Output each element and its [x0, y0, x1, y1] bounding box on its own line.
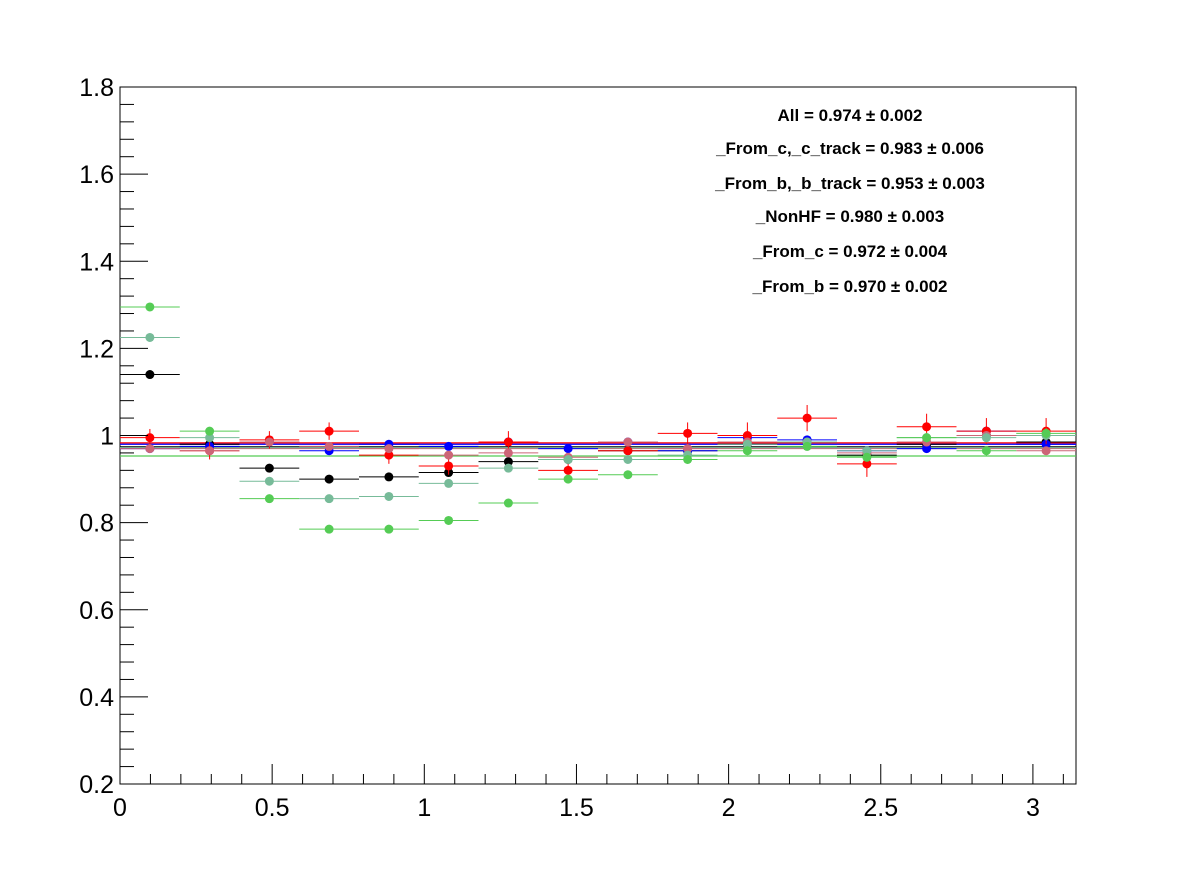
data-point — [205, 433, 215, 443]
tick-labels: 0 0.5 1 1.5 2 2.5 3 0.2 0.4 0.6 0.8 1 1.2 1.4 1.6 1.8 — [79, 74, 1040, 822]
data-point — [324, 426, 334, 436]
data-point — [145, 444, 155, 454]
series-5 — [120, 302, 1076, 534]
data-point — [922, 433, 932, 443]
data-point — [264, 476, 274, 486]
data-point — [503, 498, 513, 508]
data-point — [742, 439, 752, 449]
data-point — [145, 302, 155, 312]
data-point — [623, 446, 633, 456]
data-point — [1041, 446, 1051, 456]
y-tick-label: 1 — [100, 423, 114, 451]
data-point — [205, 426, 215, 436]
x-tick-label: 3 — [1026, 794, 1040, 822]
data-point — [683, 454, 693, 464]
data-point — [205, 446, 215, 456]
data-point — [324, 441, 334, 451]
data-point — [802, 413, 812, 423]
x-tick-label: 2.5 — [863, 794, 898, 822]
data-point — [444, 461, 454, 471]
data-point — [503, 463, 513, 473]
data-point — [264, 494, 274, 504]
data-point — [981, 433, 991, 443]
y-tick-label: 0.4 — [79, 684, 114, 712]
x-tick-label: 0.5 — [255, 794, 290, 822]
y-tick-label: 1.6 — [79, 161, 114, 189]
data-point — [145, 433, 155, 443]
data-point — [563, 474, 573, 484]
data-point — [623, 470, 633, 480]
data-point — [264, 437, 274, 447]
y-tick-label: 0.6 — [79, 597, 114, 625]
data-point — [683, 444, 693, 454]
data-point — [384, 450, 394, 460]
data-point — [623, 454, 633, 464]
annotation-from-b: _From_b = 0.970 ± 0.002 — [751, 277, 947, 296]
annotation-nonhf: _NonHF = 0.980 ± 0.003 — [755, 207, 944, 226]
data-point — [503, 457, 513, 467]
annotation-from-c: _From_c = 0.972 ± 0.004 — [752, 242, 948, 261]
data-point — [384, 444, 394, 454]
data-point — [683, 428, 693, 438]
y-tick-label: 0.2 — [79, 771, 114, 799]
x-tick-label: 1 — [417, 794, 431, 822]
annotation-box: All = 0.974 ± 0.002 _From_c,_c_track = 0… — [714, 106, 985, 296]
data-point — [922, 422, 932, 432]
data-point — [623, 437, 633, 447]
data-point — [563, 454, 573, 464]
data-point — [324, 474, 334, 484]
y-tick-label: 0.8 — [79, 510, 114, 538]
data-point — [145, 370, 155, 380]
annotation-all: All = 0.974 ± 0.002 — [778, 106, 923, 125]
data-point — [324, 494, 334, 504]
data-point — [384, 491, 394, 501]
x-tick-label: 2 — [722, 794, 736, 822]
data-point — [563, 465, 573, 475]
data-point — [1041, 428, 1051, 438]
data-point — [444, 450, 454, 460]
annotation-from-b-b-track: _From_b,_b_track = 0.953 ± 0.003 — [714, 174, 985, 193]
data-point — [981, 446, 991, 456]
fit-lines — [120, 442, 1076, 457]
y-tick-label: 1.8 — [79, 74, 114, 102]
x-tick-label: 0 — [113, 794, 127, 822]
data-point — [742, 446, 752, 456]
data-point — [503, 437, 513, 447]
annotation-from-c-c-track: _From_c,_c_track = 0.983 ± 0.006 — [715, 139, 984, 158]
data-point — [444, 515, 454, 525]
data-point — [503, 448, 513, 458]
data-point — [862, 452, 872, 462]
data-point — [324, 524, 334, 534]
data-point — [444, 478, 454, 488]
data-point — [264, 463, 274, 473]
data-point — [862, 446, 872, 456]
series-4 — [120, 332, 1076, 504]
data-point — [563, 444, 573, 454]
data-point — [802, 441, 812, 451]
data-point — [862, 459, 872, 469]
data-point — [444, 441, 454, 451]
x-tick-label: 1.5 — [559, 794, 594, 822]
series-layer — [120, 302, 1076, 534]
y-tick-label: 1.2 — [79, 335, 114, 363]
axis-ticks — [119, 86, 1064, 785]
data-point — [922, 444, 932, 454]
data-point — [742, 431, 752, 440]
data-point — [145, 332, 155, 342]
data-point — [384, 524, 394, 534]
y-tick-label: 1.4 — [79, 248, 114, 276]
data-point — [384, 472, 394, 482]
